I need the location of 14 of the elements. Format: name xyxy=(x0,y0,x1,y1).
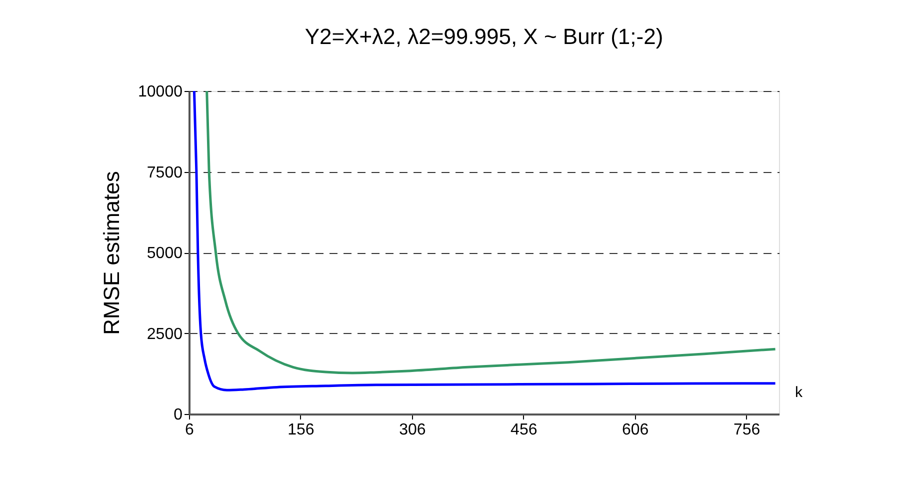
y-tick-label: 7500 xyxy=(146,164,183,182)
y-tick-label: 2500 xyxy=(146,326,183,343)
x-tick-label: 456 xyxy=(510,422,538,438)
y-tick-label: 5000 xyxy=(146,245,183,262)
y-tick-label: 10000 xyxy=(138,84,183,100)
x-tick-label: 156 xyxy=(288,422,314,438)
x-tick-label: 606 xyxy=(622,422,649,438)
chart-title: Y2=X+λ2, λ2=99.995, X ~ Burr (1;-2) xyxy=(304,24,664,49)
x-axis-title: k xyxy=(795,384,803,401)
x-tick-label: 756 xyxy=(733,422,760,438)
y-tick-label: 0 xyxy=(174,406,183,424)
x-tick-label: 306 xyxy=(399,422,426,438)
x-tick-label: 6 xyxy=(185,422,194,438)
y-axis-title: RMSE estimates xyxy=(99,171,124,335)
